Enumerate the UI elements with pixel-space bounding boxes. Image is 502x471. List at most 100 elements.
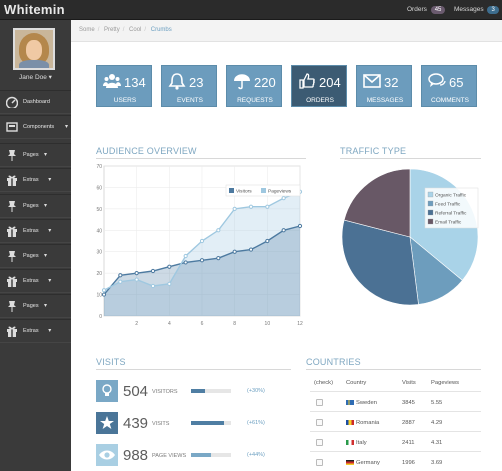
visit-stat-page-views: 988 PAGE VIEWS (+44%) — [96, 444, 291, 468]
traffic-title: TRAFFIC TYPE — [340, 146, 407, 156]
users-icon — [103, 74, 121, 88]
sidebar-item-label: Extras — [23, 328, 39, 334]
column-header[interactable]: Country — [346, 380, 367, 386]
data-point-pageviews — [216, 228, 221, 233]
x-tick-label: 8 — [233, 321, 236, 327]
stat-tile-requests[interactable]: 220 REQUESTS — [226, 65, 282, 107]
stat-value: 220 — [254, 75, 276, 90]
series-area-visitors — [104, 226, 300, 316]
stat-tile-users[interactable]: 134 USERS — [96, 65, 152, 107]
lightbulb-icon — [102, 384, 112, 396]
row-checkbox[interactable] — [316, 419, 323, 426]
column-header[interactable]: (check) — [314, 380, 334, 386]
stat-label: ORDERS — [306, 97, 334, 104]
data-point-pageviews — [183, 253, 188, 259]
messages-link[interactable]: Messages 3 — [454, 6, 499, 14]
country-name: Sweden — [356, 400, 377, 406]
gift-icon — [7, 276, 17, 287]
flag-icon — [346, 460, 354, 465]
legend-label: Email Traffic — [435, 220, 462, 226]
sidebar: Jane Doe ▾ Dashboard Components ▾ Pages ▾ E… — [0, 20, 71, 471]
sidebar-item-extras[interactable]: Extras ▾ — [0, 319, 71, 343]
caret-down-icon: ▾ — [48, 328, 52, 334]
visit-icon-box — [96, 412, 118, 434]
legend-swatch — [427, 209, 434, 216]
stat-tile-events[interactable]: 23 EVENTS — [161, 65, 217, 107]
orders-link[interactable]: Orders 45 — [407, 6, 446, 14]
sidebar-item-pages[interactable]: Pages ▾ — [0, 244, 71, 268]
data-point-visitors — [248, 247, 254, 252]
country-cell: Sweden — [346, 400, 377, 406]
top-bar: Whitemin Orders 45 Messages 3 — [0, 0, 502, 20]
country-name: Germany — [356, 460, 380, 466]
stat-value: 32 — [384, 75, 399, 90]
sidebar-item-pages[interactable]: Pages ▾ — [0, 194, 71, 218]
legend-swatch — [261, 188, 266, 193]
sidebar-item-extras[interactable]: Extras ▾ — [0, 269, 71, 293]
stat-tile-orders[interactable]: 204 ORDERS — [291, 65, 347, 107]
x-tick-label: 12 — [297, 321, 303, 327]
caret-down-icon: ▾ — [65, 124, 69, 130]
data-point-visitors — [134, 271, 139, 276]
audience-chart-svg: 0 10 20 30 40 50 60 70 2 4 6 8 10 12 Visitors Pageviews — [96, 164, 303, 327]
y-tick-label: 40 — [96, 228, 102, 234]
y-tick-label: 10 — [96, 293, 102, 299]
y-tick-label: 70 — [96, 164, 102, 170]
stat-value: 65 — [449, 75, 464, 90]
row-checkbox[interactable] — [316, 459, 323, 466]
x-tick-label: 6 — [201, 321, 204, 327]
pageviews-cell: 4.31 — [431, 440, 443, 446]
sidebar-item-extras[interactable]: Extras ▾ — [0, 219, 71, 243]
data-point-pageviews — [167, 281, 172, 286]
sidebar-item-pages[interactable]: Pages ▾ — [0, 294, 71, 318]
sidebar-item-dashboard[interactable]: Dashboard — [0, 90, 71, 114]
visit-change: (+61%) — [247, 420, 265, 426]
flag-icon — [346, 440, 354, 445]
column-header[interactable]: Pageviews — [431, 380, 460, 386]
pie-legend: Organic Traffic Feed Traffic Referral Traf… — [424, 187, 479, 229]
row-checkbox[interactable] — [316, 439, 323, 446]
stat-tile-comments[interactable]: 65 COMMENTS — [421, 65, 477, 107]
gift-icon — [7, 226, 17, 237]
legend-label: Organic Traffic — [435, 193, 467, 199]
dashboard-icon — [6, 96, 18, 108]
data-point-pageviews — [232, 206, 237, 211]
country-name: Romania — [356, 420, 380, 426]
visit-label: VISITS — [152, 421, 170, 427]
stat-tile-messages[interactable]: 32 MESSAGES — [356, 65, 412, 107]
stat-label: COMMENTS — [431, 97, 469, 104]
visits-cell: 1996 — [402, 460, 415, 466]
sidebar-item-label: Pages — [23, 152, 39, 158]
caret-down-icon: ▾ — [44, 152, 48, 158]
avatar[interactable] — [13, 28, 55, 70]
user-menu[interactable]: Jane Doe ▾ — [19, 74, 52, 81]
visit-progress-fill — [191, 389, 205, 393]
x-tick-label: 4 — [168, 321, 171, 327]
data-point-pageviews — [101, 288, 107, 293]
country-cell: Germany — [346, 460, 380, 466]
breadcrumb-item[interactable]: Pretty — [104, 27, 120, 33]
visit-label: VISITORS — [152, 389, 178, 395]
comments-icon — [428, 73, 446, 87]
data-point-pageviews — [248, 204, 254, 209]
data-point-visitors — [150, 268, 156, 274]
legend-label: Visitors — [236, 189, 252, 195]
caret-down-icon: ▾ — [44, 203, 48, 209]
components-icon — [6, 122, 18, 132]
visit-progress-fill — [191, 453, 211, 457]
chart-legend: Visitors Pageviews — [225, 184, 301, 197]
column-header[interactable]: Visits — [402, 380, 416, 386]
sidebar-item-extras[interactable]: Extras ▾ — [0, 168, 71, 192]
sidebar-item-components[interactable]: Components ▾ — [0, 115, 71, 139]
brand-logo[interactable]: Whitemin — [4, 2, 65, 17]
row-checkbox[interactable] — [316, 399, 323, 406]
sidebar-item-label: Extras — [23, 177, 39, 183]
breadcrumb-item[interactable]: Cool — [129, 27, 142, 33]
pageviews-cell: 5.55 — [431, 400, 443, 406]
user-name: Jane Doe — [19, 74, 47, 81]
pie-slice-email-traffic — [343, 168, 411, 238]
visit-change: (+44%) — [247, 452, 265, 458]
breadcrumb-item[interactable]: Some — [79, 27, 95, 33]
sidebar-item-pages[interactable]: Pages ▾ — [0, 143, 71, 167]
stat-value: 134 — [124, 75, 146, 90]
